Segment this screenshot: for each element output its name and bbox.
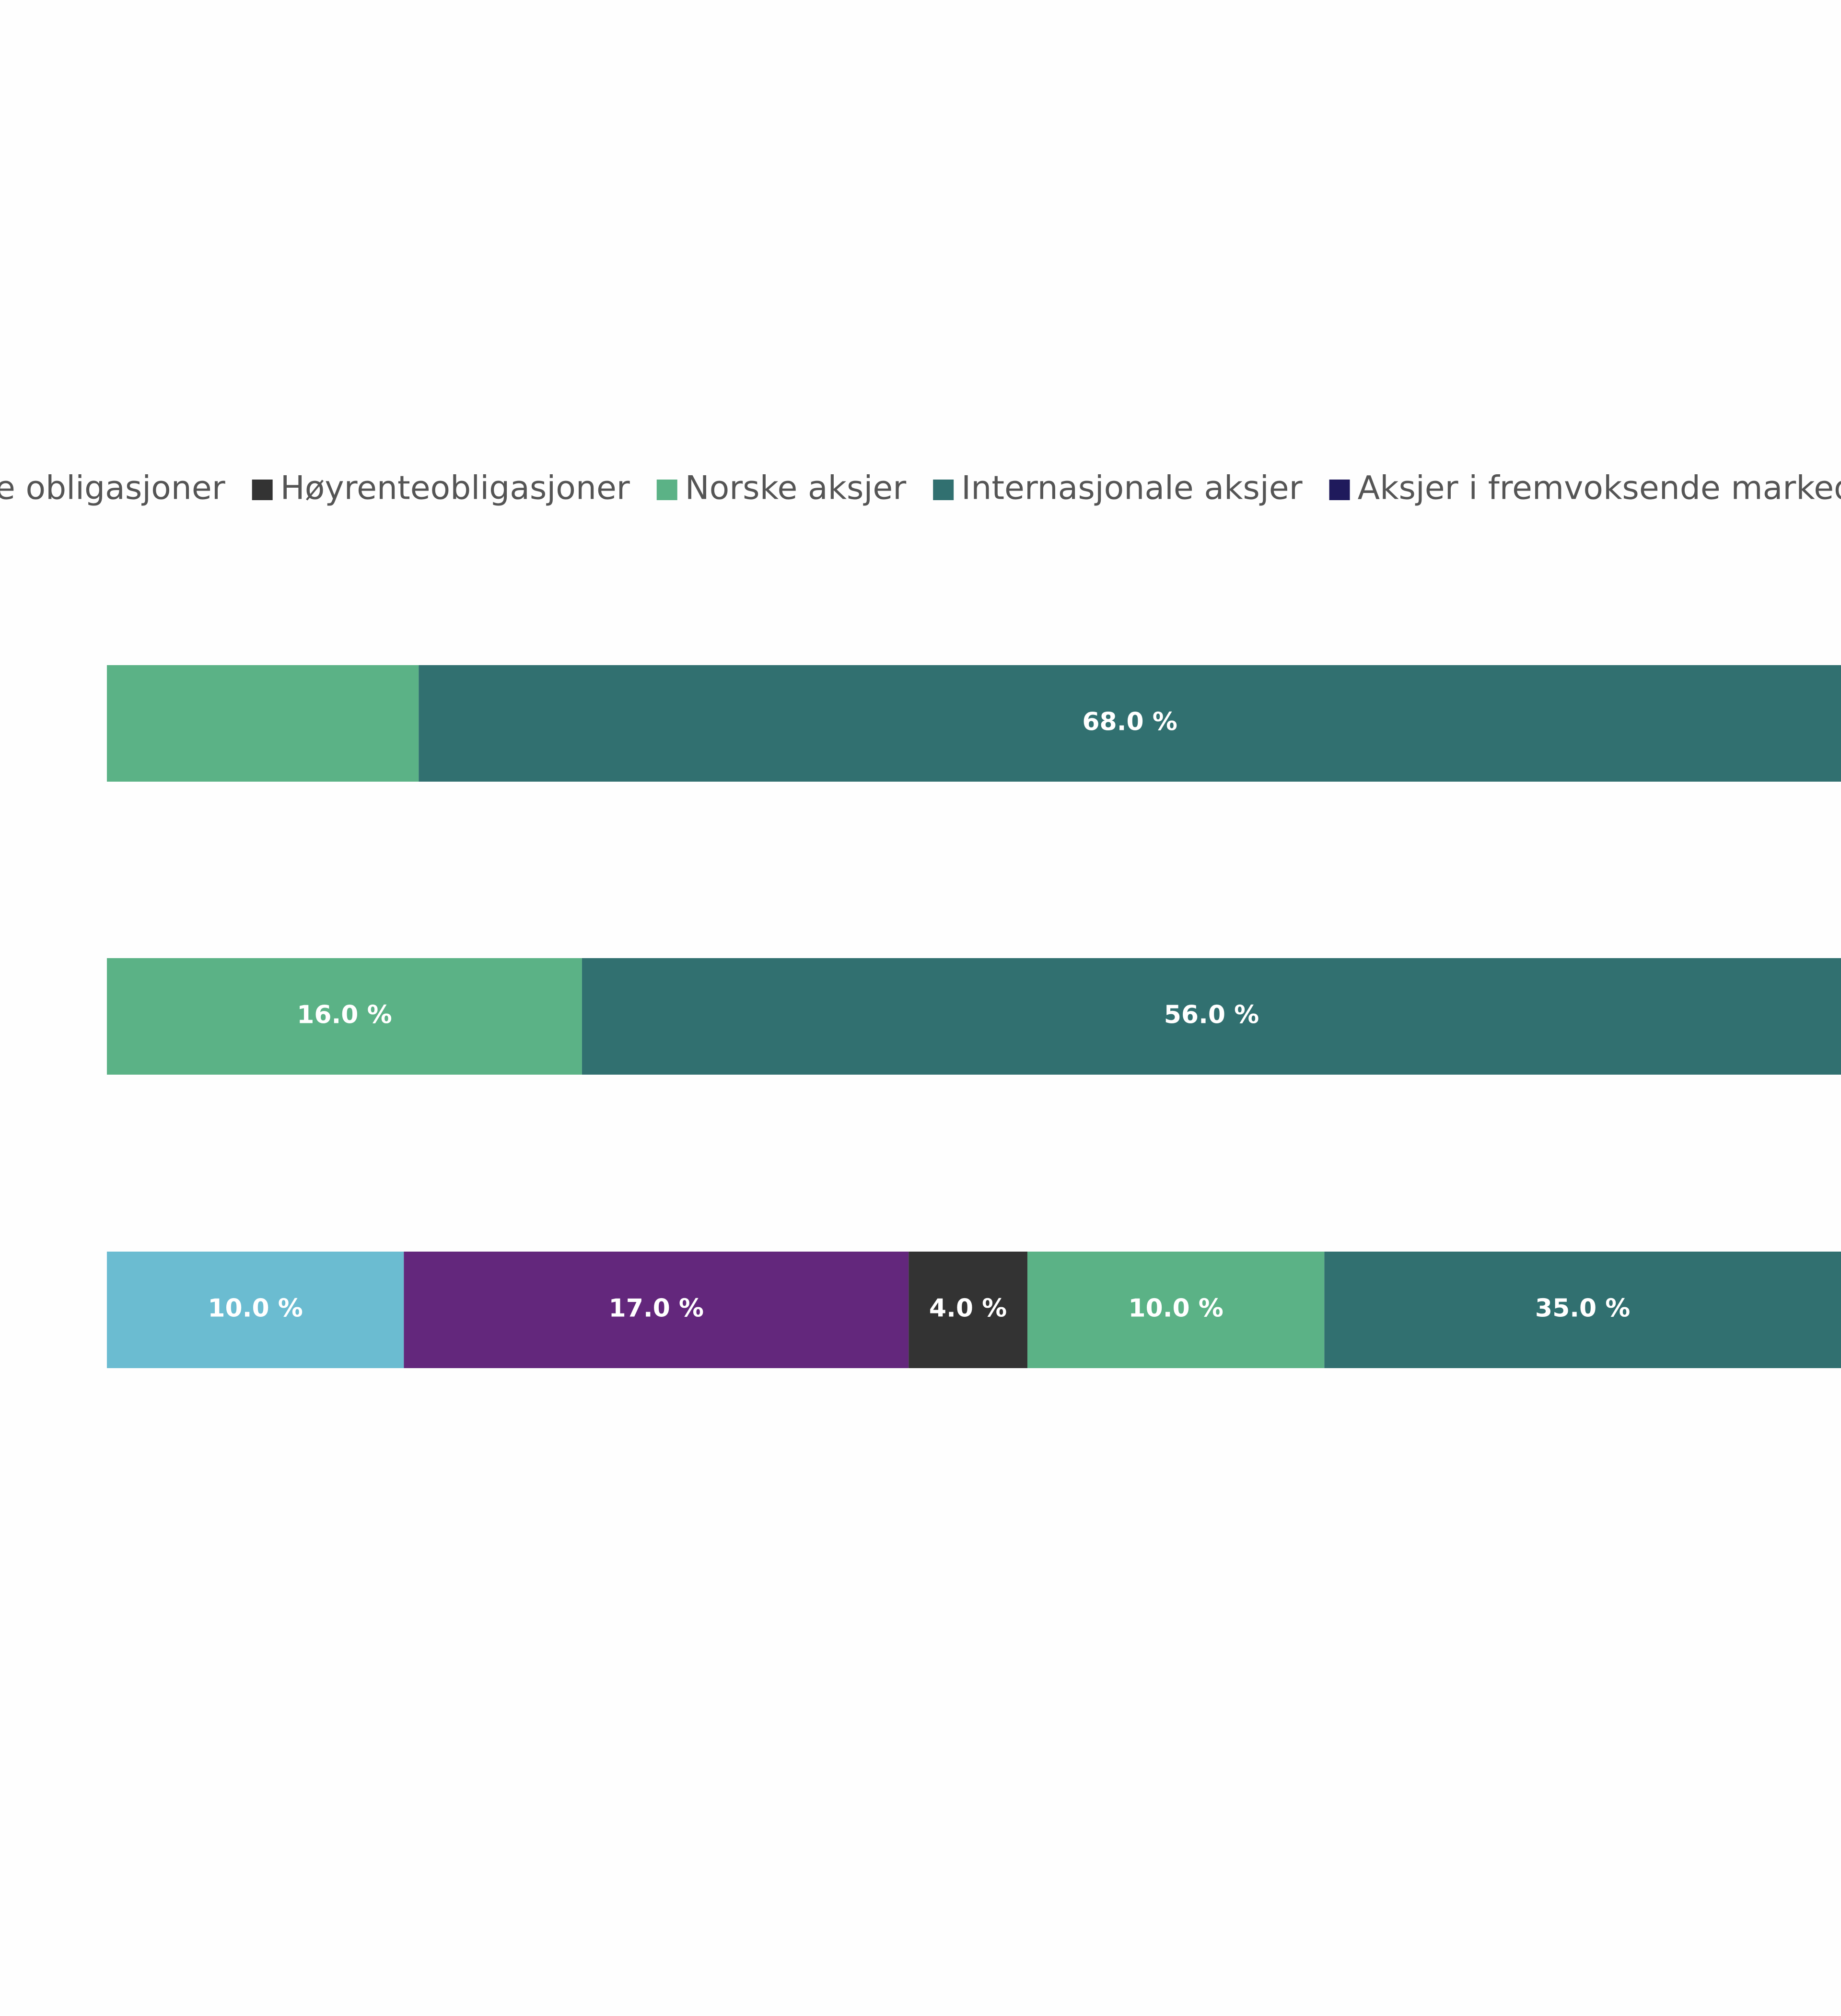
bar-segment	[1324, 1252, 1841, 1368]
value-label: 10.0 %	[208, 1294, 303, 1323]
bar-segment	[106, 1252, 404, 1368]
value-label: 56.0 %	[1164, 1001, 1259, 1030]
value-label: 68.0 %	[1082, 708, 1177, 737]
legend-swatch	[656, 480, 677, 500]
legend-swatch	[1329, 480, 1350, 500]
bar-segment	[1027, 1252, 1325, 1368]
legend-swatch	[252, 480, 273, 500]
legend-label: Aksjer i fremvoksende markeder	[1358, 469, 1841, 507]
bar-segment	[419, 665, 1841, 782]
value-label: 4.0 %	[929, 1294, 1007, 1323]
legend-label: Høyrenteobligasjoner	[280, 469, 630, 507]
value-label: 10.0 %	[1128, 1294, 1223, 1323]
bar-segment	[909, 1252, 1027, 1368]
value-label: 17.0 %	[609, 1294, 704, 1323]
legend-swatch	[933, 480, 954, 500]
bar-segment	[106, 958, 582, 1075]
legend-label: Internasjonale aksjer	[961, 469, 1302, 507]
value-label: 35.0 %	[1535, 1294, 1631, 1323]
value-label: 16.0 %	[297, 1001, 392, 1030]
bar-segment	[106, 665, 419, 782]
legend-label: e obligasjoner	[0, 469, 225, 507]
bar-segment	[582, 958, 1841, 1075]
legend-label: Norske aksjer	[685, 469, 906, 507]
bar-segment	[404, 1252, 909, 1368]
